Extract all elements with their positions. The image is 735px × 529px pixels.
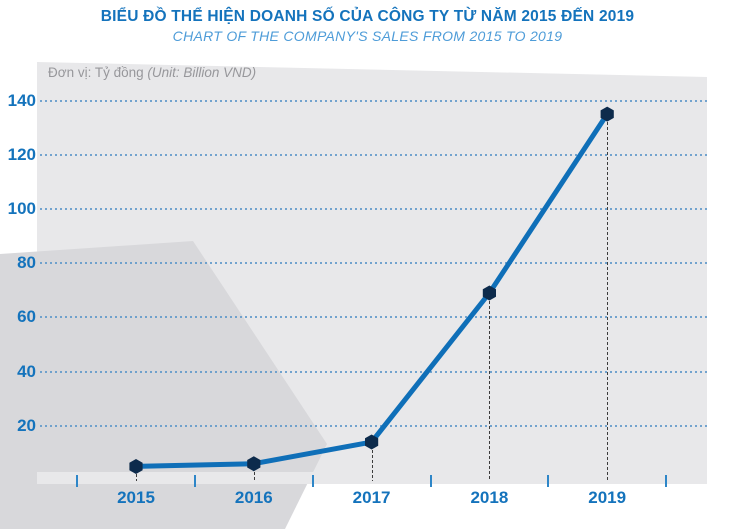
x-axis-tick-label: 2015 (117, 488, 155, 507)
gridline (40, 99, 708, 102)
x-axis-tick (429, 475, 432, 487)
dropline (489, 301, 491, 481)
data-point-marker (600, 106, 614, 122)
x-axis-tick-label: 2019 (588, 488, 627, 507)
x-axis-tick (311, 475, 314, 487)
gridline (40, 262, 708, 265)
data-point-marker (482, 285, 496, 301)
x-axis-tick-label: 2017 (352, 488, 391, 507)
dropline (371, 450, 373, 481)
unit-label-english: (Unit: Billion VND) (147, 65, 257, 80)
data-point-marker (247, 456, 261, 472)
gridline (40, 208, 708, 210)
data-point-marker (129, 458, 143, 474)
data-point-marker (365, 434, 379, 450)
x-axis-tick-label: 2018 (470, 488, 509, 507)
y-axis-tick-label: 100 (7, 199, 36, 218)
gridline (40, 316, 708, 319)
unit-label: Đơn vị: Tỷ đồng (Unit: Billion VND) (48, 65, 256, 80)
x-axis-tick-label: 2016 (234, 488, 273, 507)
x-axis-tick (76, 475, 79, 487)
x-axis-tick (665, 475, 668, 487)
gridline (40, 424, 708, 427)
series-line (133, 111, 610, 469)
x-axis-tick (193, 475, 196, 487)
chart-title: BIỂU ĐỒ THỂ HIỆN DOANH SỐ CỦA CÔNG TY TỪ… (100, 8, 635, 25)
x-axis-tick (547, 475, 550, 487)
dropline (136, 474, 137, 481)
y-axis-tick-label: 20 (17, 415, 36, 435)
gridline (40, 370, 708, 373)
y-axis-tick-label: 140 (7, 90, 36, 110)
dropline (607, 122, 609, 481)
y-axis-tick-label: 40 (17, 361, 36, 381)
gridline (40, 153, 708, 156)
unit-label-vietnamese: Đơn vị: Tỷ đồng (48, 65, 148, 80)
y-axis-tick-label: 60 (17, 307, 36, 327)
dropline (253, 471, 255, 481)
y-axis-tick-label: 80 (17, 253, 36, 273)
y-axis-tick-label: 120 (7, 144, 36, 164)
chart-subtitle: CHART OF THE COMPANY'S SALES FROM 2015 T… (172, 28, 563, 44)
